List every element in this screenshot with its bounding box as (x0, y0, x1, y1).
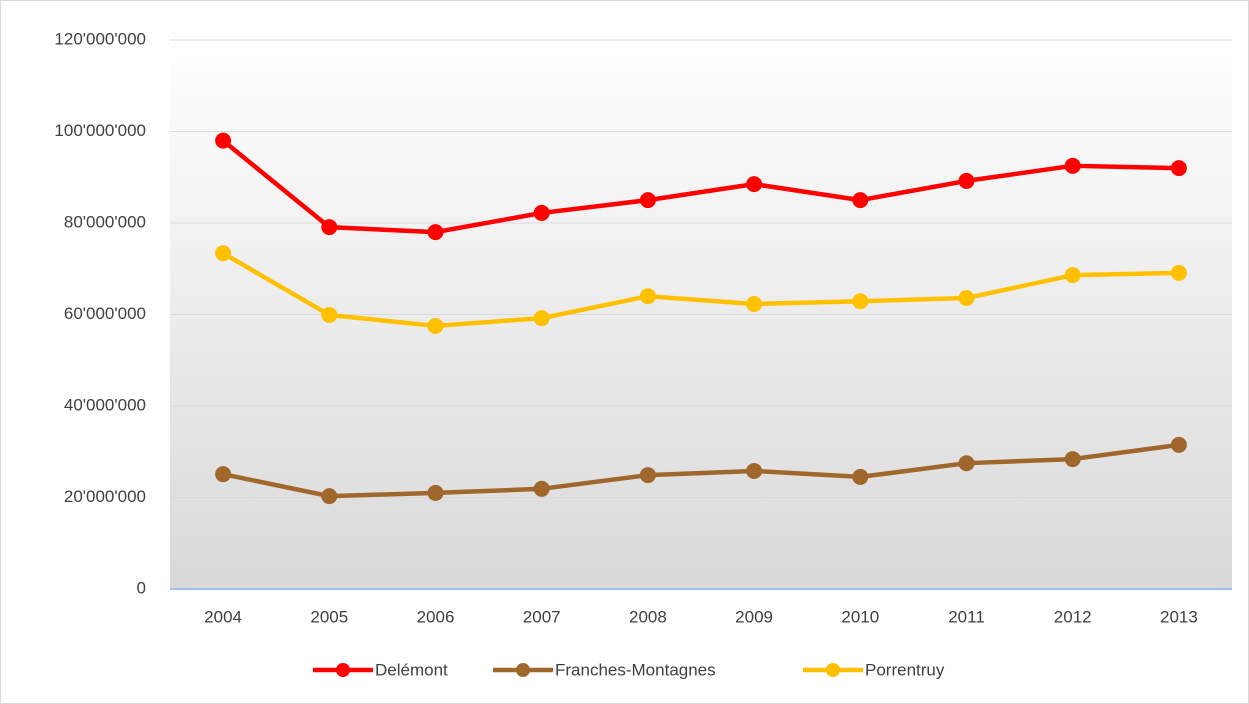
data-point (427, 317, 444, 334)
y-tick-label: 80'000'000 (64, 212, 146, 231)
data-point (852, 293, 869, 310)
data-point (215, 132, 232, 149)
data-point (1064, 157, 1081, 174)
x-tick-label: 2012 (1054, 607, 1092, 626)
x-tick-label: 2010 (841, 607, 879, 626)
data-point (746, 462, 763, 479)
data-point (1170, 160, 1187, 177)
data-point (746, 176, 763, 193)
data-point (321, 488, 338, 505)
data-point (958, 290, 975, 307)
x-tick-label: 2013 (1160, 607, 1198, 626)
y-tick-label: 40'000'000 (64, 395, 146, 414)
data-point (639, 288, 656, 305)
data-point (1170, 264, 1187, 281)
data-point (852, 192, 869, 209)
legend-label: Franches-Montagnes (555, 660, 716, 679)
x-tick-label: 2004 (204, 607, 242, 626)
legend-marker (516, 663, 530, 677)
series-line (221, 138, 1179, 235)
data-point (958, 455, 975, 472)
data-point (533, 480, 550, 497)
legend-marker (826, 663, 840, 677)
data-point (958, 172, 975, 189)
data-point (215, 466, 232, 483)
x-tick-label: 2008 (629, 607, 667, 626)
data-point (427, 484, 444, 501)
y-tick-label: 20'000'000 (64, 487, 146, 506)
legend-marker (336, 663, 350, 677)
x-tick-label: 2005 (310, 607, 348, 626)
legend-label: Delémont (375, 660, 448, 679)
series-line (221, 251, 1179, 329)
data-point (427, 224, 444, 241)
data-point (639, 467, 656, 484)
x-tick-label: 2011 (948, 607, 985, 626)
data-point (1064, 451, 1081, 468)
series-line (222, 442, 1180, 499)
y-tick-label: 60'000'000 (64, 304, 146, 323)
data-point (321, 306, 338, 323)
x-tick-label: 2007 (523, 607, 561, 626)
x-tick-label: 2009 (735, 607, 773, 626)
x-tick-label: 2006 (417, 607, 455, 626)
data-point (533, 204, 550, 221)
data-point (1064, 267, 1081, 284)
data-point (321, 219, 338, 236)
data-point (639, 192, 656, 209)
data-point (746, 295, 763, 312)
legend-label: Porrentruy (865, 660, 945, 679)
data-point (215, 245, 232, 262)
y-tick-label: 0 (137, 578, 146, 597)
data-point (533, 310, 550, 327)
data-point (852, 468, 869, 485)
y-tick-label: 100'000'000 (54, 121, 146, 140)
y-tick-label: 120'000'000 (54, 29, 146, 48)
data-point (1170, 436, 1187, 453)
